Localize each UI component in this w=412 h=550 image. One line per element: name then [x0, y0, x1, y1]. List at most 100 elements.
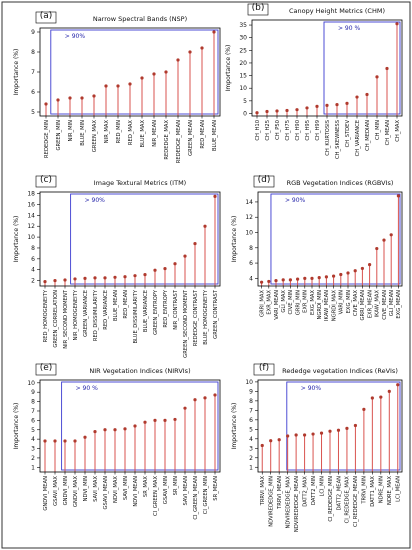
marker	[133, 424, 137, 428]
x-tick-label: CH_MEDIAN	[365, 120, 371, 151]
marker	[346, 271, 350, 275]
y-tick-label: 8	[31, 49, 35, 56]
marker	[212, 30, 216, 34]
x-tick-label: NGRDI_MIN	[317, 290, 323, 320]
marker	[183, 406, 187, 410]
marker	[113, 428, 117, 432]
y-tick-label: 9	[249, 388, 253, 395]
marker	[305, 106, 309, 110]
x-tick-label: BLUE_VARIANCE	[143, 290, 149, 332]
x-tick-label: CI_GREEN_MEAN	[193, 476, 199, 520]
threshold-label: > 90%	[65, 33, 86, 40]
marker	[163, 267, 167, 271]
x-tick-label: DATT2_MAX	[302, 476, 308, 507]
y-tick-label: 12	[245, 214, 253, 221]
x-tick-label: CH_H95	[305, 120, 311, 141]
x-tick-label: NGRDI_MAX	[331, 290, 337, 322]
marker	[188, 50, 192, 54]
x-tick-label: BLUE_DISSIMILARITY	[133, 289, 139, 343]
x-tick-label: GRRI_MAX	[259, 290, 265, 317]
x-tick-label: GREEN_VARIANCE	[83, 290, 89, 337]
plot-frame	[39, 27, 221, 117]
y-tick-label: 3	[31, 446, 35, 453]
marker	[133, 274, 137, 278]
plot-frame	[39, 379, 221, 473]
x-tick-label: LCI_MIN	[319, 476, 325, 497]
marker	[123, 427, 127, 431]
x-tick-label: CI_REDEDGE_MAX	[345, 476, 351, 524]
y-tick-label: 7	[249, 407, 253, 414]
panel-title: Rededge vegetation Indices (ReVIs)	[282, 367, 398, 375]
y-tick-label: 35	[239, 22, 247, 29]
x-tick-label: GNDVI_MIN	[63, 476, 69, 505]
x-tick-label: GLI_MEAN	[389, 290, 395, 316]
x-tick-label: GREEN_CORRELATION	[53, 290, 59, 348]
marker	[255, 111, 259, 115]
y-tick-label: 4	[31, 267, 35, 274]
y-tick-label: 7	[31, 69, 35, 76]
threshold-label: > 90%	[285, 197, 306, 204]
marker	[365, 92, 369, 97]
x-tick-label: BLUE_MIN	[80, 120, 86, 146]
y-tick-label: 6	[31, 256, 35, 263]
marker	[395, 22, 399, 26]
marker	[53, 278, 57, 283]
marker	[152, 72, 156, 76]
marker	[370, 396, 374, 400]
x-tick-label: RED_MEAN	[200, 120, 206, 149]
y-tick-label: 6	[31, 89, 35, 96]
x-tick-label: NDVIREDEDGE_MEAN	[294, 476, 300, 532]
marker	[325, 103, 329, 107]
x-tick-label: REDEDGE_MAX	[164, 120, 170, 160]
marker	[335, 103, 339, 107]
x-tick-label: BLUE_MAX	[140, 120, 146, 148]
y-tick-label: 5	[243, 98, 247, 105]
x-tick-label: GREEN_ENTROPY	[153, 289, 159, 335]
marker	[303, 276, 307, 280]
marker	[324, 275, 328, 279]
y-tick-label: 12	[27, 223, 35, 230]
marker	[294, 433, 298, 437]
x-tick-label: SR_MEAN	[213, 476, 219, 501]
marker	[260, 443, 264, 448]
y-tick-label: 10	[245, 379, 253, 386]
marker	[296, 277, 300, 281]
marker	[336, 428, 341, 432]
x-tick-label: RED_DISSIMILARITY	[93, 289, 99, 341]
marker	[63, 439, 67, 443]
x-tick-label: CI_REDEDGE_MEAN	[353, 476, 359, 527]
marker	[92, 94, 96, 98]
x-tick-label: CH_MAX	[395, 120, 401, 142]
panel-title: Image Textural Metrics (ITM)	[94, 179, 186, 187]
marker	[164, 70, 168, 74]
marker	[53, 439, 57, 443]
y-tick-label: 7	[31, 408, 35, 415]
y-tick-label: 4	[249, 436, 253, 443]
x-tick-label: CH_H99	[315, 120, 321, 141]
marker	[203, 396, 207, 400]
marker	[385, 66, 389, 71]
x-tick-label: BLUE_HOMOGENEITY	[203, 289, 209, 345]
x-tick-label: REDEDGE_CONTRAST	[193, 289, 199, 346]
marker	[193, 242, 197, 246]
panel-label-box	[253, 175, 275, 188]
plot-frame	[257, 191, 403, 287]
marker	[375, 75, 379, 79]
marker	[260, 280, 264, 284]
x-tick-label: NDRE_MAX	[387, 476, 393, 505]
marker	[213, 393, 217, 397]
x-tick-label: SR_MAX	[143, 476, 149, 498]
x-tick-label: EXR_MEAN	[367, 290, 373, 318]
threshold-box	[70, 193, 219, 285]
marker	[103, 276, 107, 280]
marker	[288, 278, 292, 282]
panel-label-box	[35, 11, 57, 24]
x-tick-label: GRRI_MEAN	[360, 290, 366, 321]
x-tick-label: NDVIREDEDGE_MIN	[269, 476, 275, 527]
x-tick-label: EXG_MEAN	[396, 290, 402, 319]
x-tick-label: CI_REDEDGE_MIN	[328, 476, 334, 522]
y-tick-label: 8	[249, 245, 253, 252]
marker	[379, 395, 383, 399]
panel-label-box	[35, 175, 57, 188]
